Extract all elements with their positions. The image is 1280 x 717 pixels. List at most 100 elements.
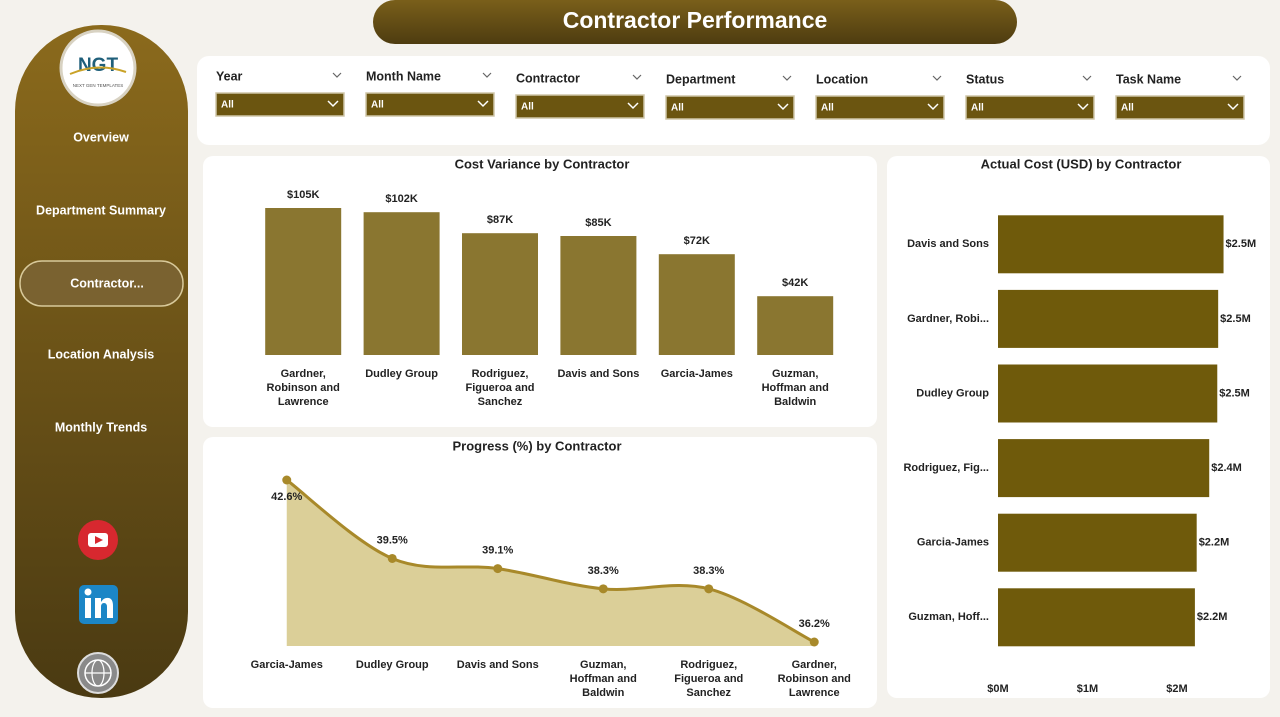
x-tick-label: Rodriguez, Figueroa and Sanchez [465, 368, 534, 408]
x-tick-label: $2M [1166, 683, 1187, 695]
filter-label: Year [216, 69, 243, 83]
line [285, 478, 815, 644]
data-label: 36.2% [799, 618, 830, 630]
filter-value: All [521, 102, 534, 113]
filter-label: Month Name [366, 69, 441, 83]
point [282, 475, 292, 485]
filter-chevron [782, 75, 792, 81]
filter-value: All [221, 100, 234, 111]
bar [265, 208, 342, 355]
bar [998, 588, 1195, 647]
data-label: 42.6% [271, 491, 302, 503]
data-label: $85K [585, 217, 611, 229]
filter-value: All [821, 103, 834, 114]
data-label: $87K [487, 214, 513, 226]
x-tick-label: Gardner, Robinson and Lawrence [778, 659, 851, 699]
filter-chevron [777, 103, 789, 111]
data-label: $2.2M [1199, 537, 1230, 549]
filter-chevron [327, 100, 339, 108]
y-tick-label: Gardner, Robi... [907, 313, 989, 325]
bar [998, 439, 1210, 498]
x-tick-label: Davis and Sons [457, 659, 539, 671]
data-label: $2.2M [1197, 611, 1228, 623]
data-label: $102K [385, 193, 417, 205]
x-tick-label: Davis and Sons [557, 368, 639, 380]
x-tick-label: Guzman, Hoffman and Baldwin [762, 368, 829, 408]
x-tick-label: $0M [987, 683, 1008, 695]
area [286, 480, 815, 646]
logo-subtext: NEXT GEN TEMPLATES [73, 83, 124, 88]
filter-dropdown[interactable] [965, 95, 1095, 120]
data-label: $105K [287, 189, 319, 201]
filter-dropdown[interactable] [1115, 95, 1245, 120]
data-label: $2.5M [1226, 238, 1257, 250]
point [493, 564, 503, 574]
nav-item[interactable]: Location Analysis [48, 347, 155, 361]
youtube-play [95, 536, 103, 544]
page-title: Contractor Performance [563, 7, 828, 33]
filter-label: Location [816, 72, 868, 86]
filter-dropdown[interactable] [815, 95, 945, 120]
filter-dropdown[interactable] [515, 94, 645, 119]
filter-dropdown[interactable] [365, 92, 495, 117]
y-tick-label: Dudley Group [916, 387, 989, 399]
x-tick-label: Dudley Group [356, 659, 429, 671]
point [387, 553, 397, 563]
y-tick-label: Guzman, Hoff... [908, 611, 989, 623]
x-tick-label: $1M [1077, 683, 1098, 695]
y-tick-label: Davis and Sons [907, 238, 989, 250]
filter-label: Status [966, 72, 1004, 86]
filter-chevron [1232, 75, 1242, 81]
nav-item[interactable]: Overview [73, 130, 129, 144]
data-label: 38.3% [693, 565, 724, 577]
point [809, 637, 819, 647]
filter-dropdown[interactable] [665, 95, 795, 120]
x-tick-label: Rodriguez, Figueroa and Sanchez [674, 659, 743, 699]
data-label: $72K [684, 235, 710, 247]
linkedin-glyph [84, 588, 92, 596]
nav-item[interactable]: Contractor... [70, 276, 144, 290]
data-label: $2.5M [1219, 387, 1250, 399]
filter-chevron [632, 74, 642, 80]
filter-label: Task Name [1116, 72, 1181, 86]
filter-value: All [971, 103, 984, 114]
data-label: 39.5% [377, 534, 408, 546]
x-tick-label: Guzman, Hoffman and Baldwin [570, 659, 637, 699]
data-label: $2.5M [1220, 313, 1251, 325]
chart-title: Actual Cost (USD) by Contractor [981, 156, 1182, 171]
filter-label: Contractor [516, 71, 580, 85]
data-label: 39.1% [482, 545, 513, 557]
bar [560, 236, 637, 355]
y-tick-label: Rodriguez, Fig... [903, 462, 989, 474]
linkedin-glyph [85, 598, 91, 618]
bar [998, 364, 1218, 423]
logo-text: NGT [78, 55, 119, 76]
chart-title: Progress (%) by Contractor [452, 438, 621, 453]
bar [757, 296, 834, 355]
x-tick-label: Dudley Group [365, 368, 438, 380]
data-label: 38.3% [588, 565, 619, 577]
filter-value: All [1121, 103, 1134, 114]
title-bar [373, 0, 1017, 44]
filter-chevron [477, 100, 489, 108]
nav-item[interactable]: Monthly Trends [55, 420, 147, 434]
filter-chevron [332, 72, 342, 78]
filter-chevron [932, 75, 942, 81]
bar [998, 513, 1197, 572]
x-tick-label: Garcia-James [251, 659, 323, 671]
logo-swoosh [69, 66, 127, 75]
bar [998, 215, 1224, 274]
bar [658, 254, 735, 355]
nav-active[interactable] [19, 260, 184, 307]
filter-chevron [1077, 103, 1089, 111]
filter-dropdown[interactable] [215, 92, 345, 117]
sidebar [15, 25, 188, 698]
nav-item[interactable]: Department Summary [36, 203, 166, 217]
filter-chevron [482, 72, 492, 78]
filter-chevron [627, 102, 639, 110]
data-label: $2.4M [1211, 462, 1242, 474]
data-label: $42K [782, 277, 808, 289]
filter-chevron [1227, 103, 1239, 111]
